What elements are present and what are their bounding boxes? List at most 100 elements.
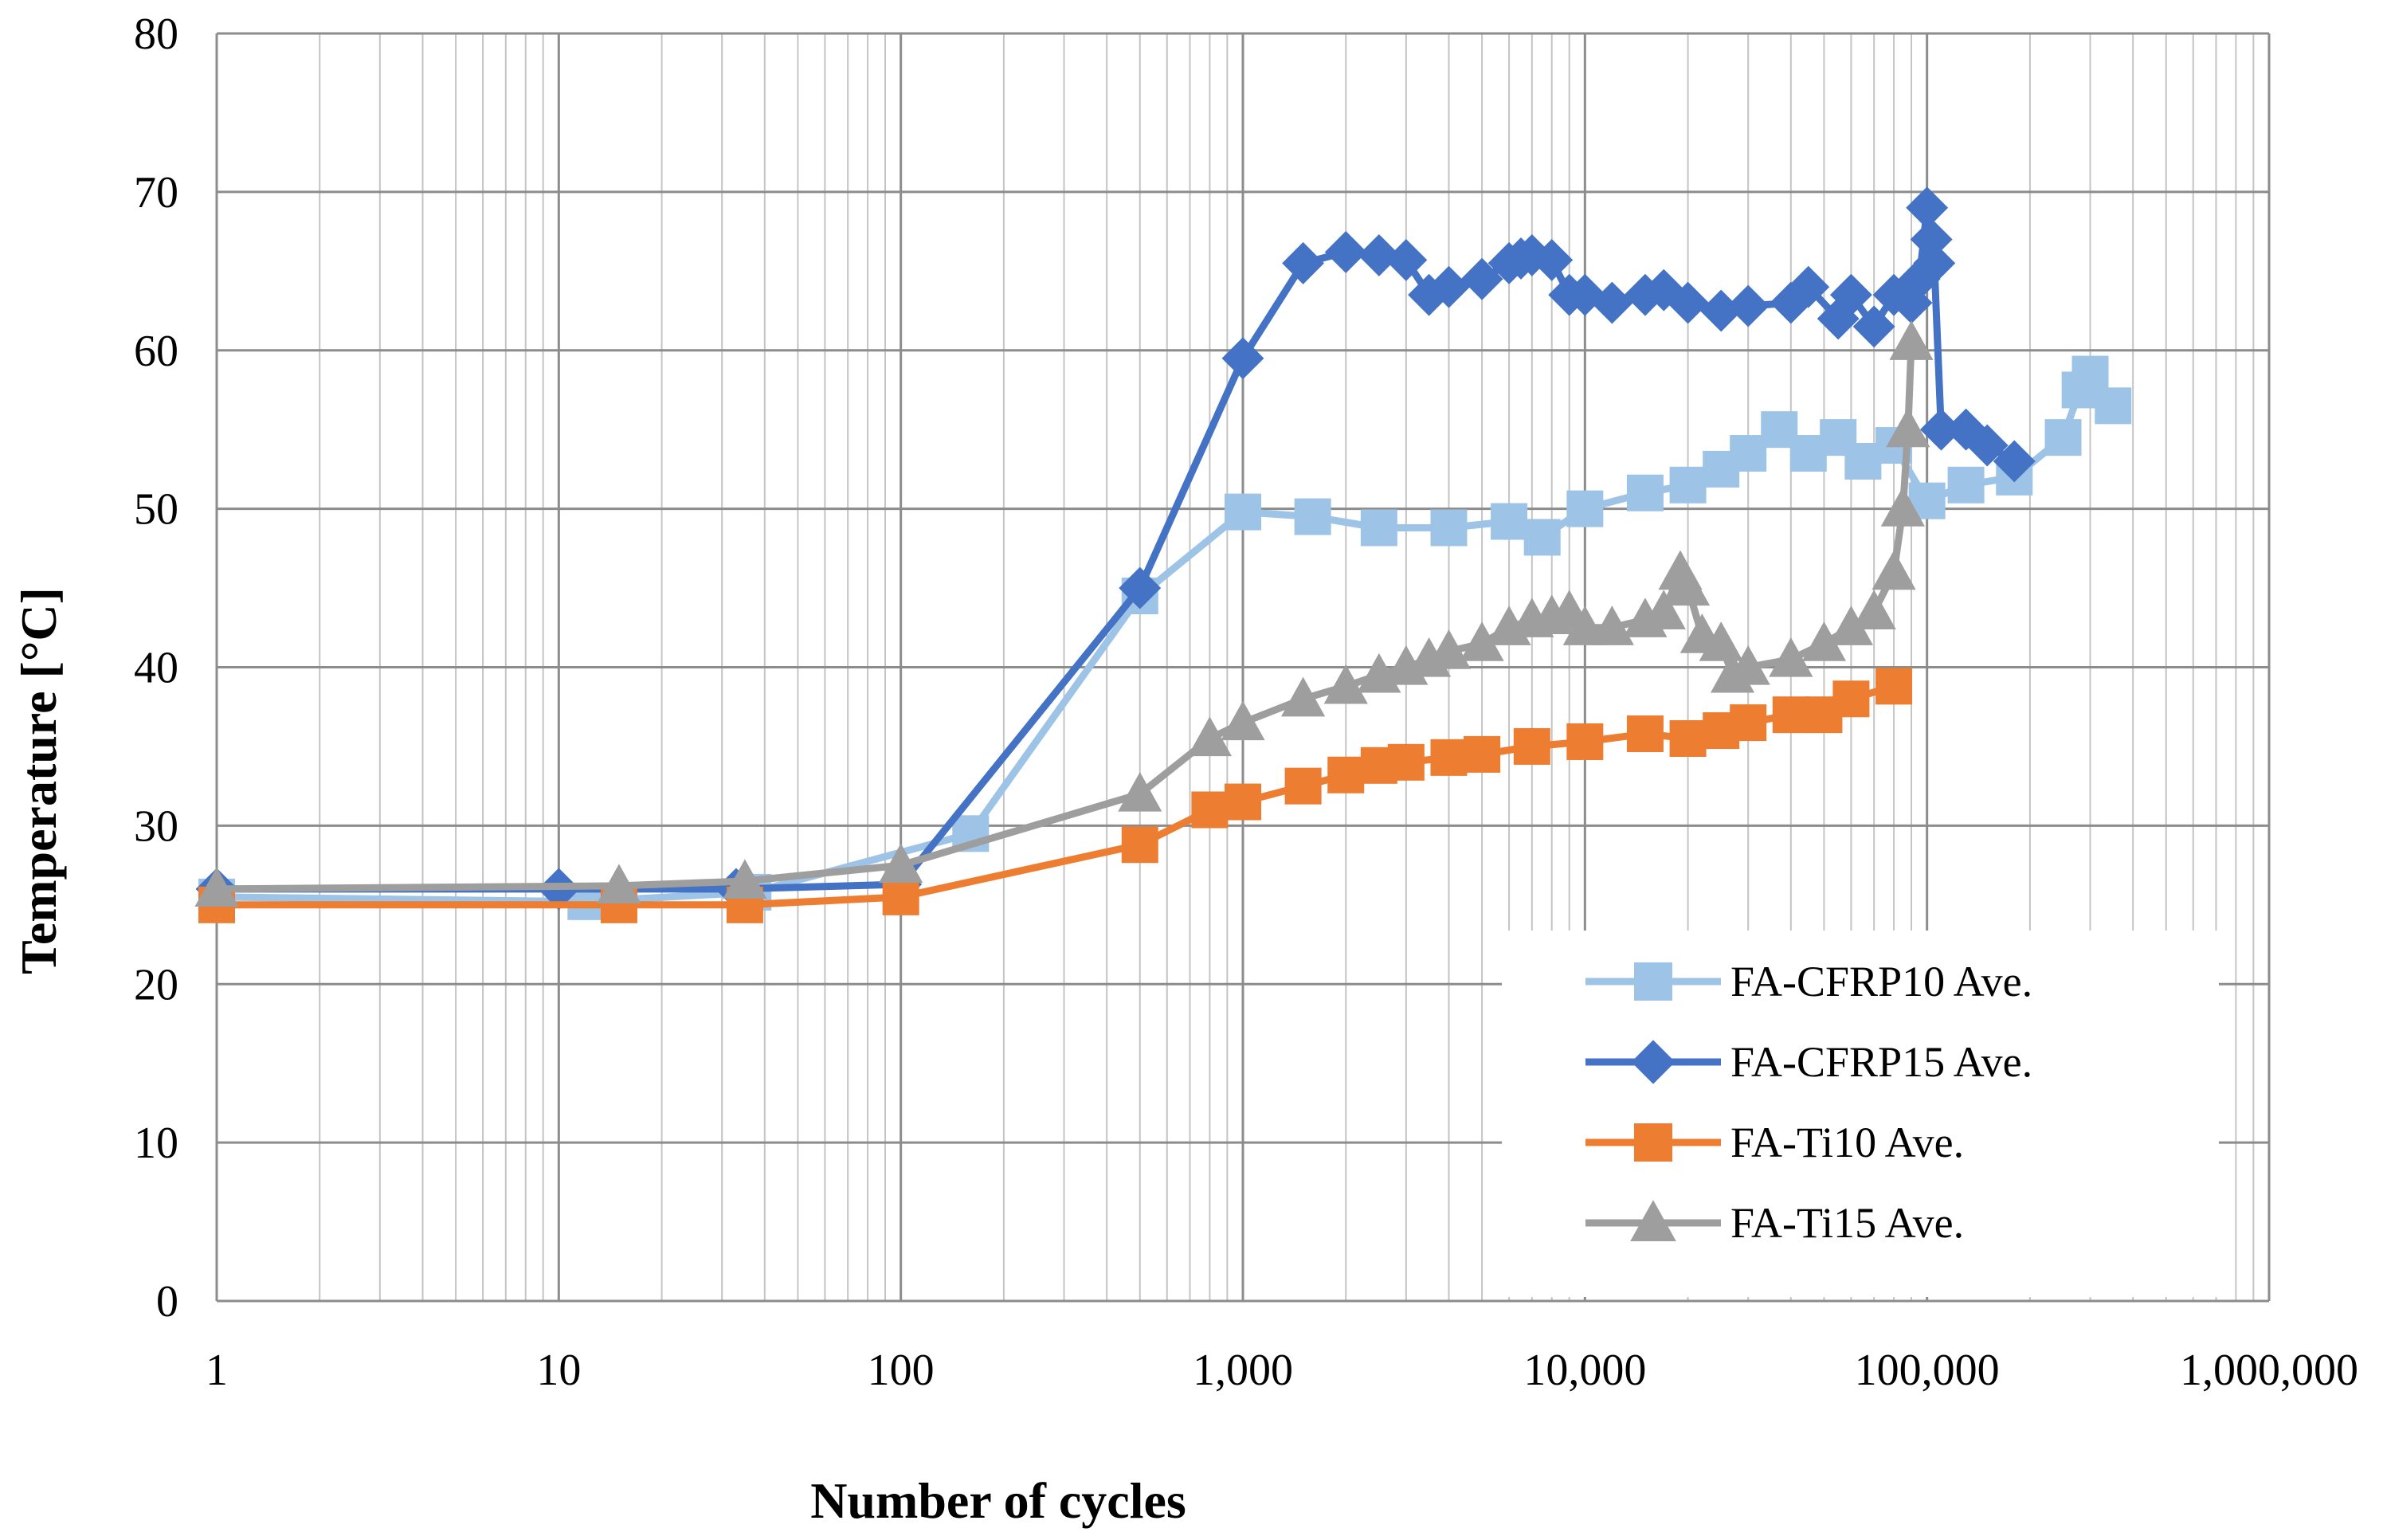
data-point-marker	[1699, 621, 1743, 661]
data-point-marker	[1787, 265, 1830, 308]
y-tick-label: 0	[156, 1277, 178, 1326]
data-point-marker	[1119, 566, 1162, 609]
data-point-marker	[1284, 767, 1322, 805]
data-point-marker	[1121, 826, 1158, 864]
data-point-marker	[1993, 440, 2036, 483]
data-point-marker	[1387, 743, 1425, 781]
data-point-marker	[1327, 756, 1365, 794]
data-point-marker	[1801, 621, 1847, 661]
legend-label: FA-CFRP15 Ave.	[1730, 1038, 2032, 1086]
data-point-marker	[1726, 645, 1770, 685]
data-point-marker	[1464, 735, 1501, 773]
legend-label: FA-Ti15 Ave.	[1730, 1199, 1964, 1247]
series-1	[198, 355, 2132, 920]
data-point-marker	[1769, 637, 1813, 677]
data-point-marker	[1730, 704, 1767, 742]
data-point-marker	[1889, 320, 1934, 360]
data-point-marker	[1906, 186, 1949, 229]
data-point-marker	[2071, 355, 2109, 393]
data-point-marker	[1880, 487, 1925, 527]
x-tick-label: 100	[868, 1346, 935, 1395]
data-point-marker	[1281, 676, 1326, 717]
data-point-marker	[1966, 424, 2009, 467]
data-point-marker	[1669, 719, 1707, 757]
data-point-marker	[1385, 238, 1428, 281]
data-point-marker	[1947, 466, 1985, 504]
data-point-marker	[1631, 1040, 1676, 1084]
y-tick-label: 10	[134, 1119, 178, 1168]
data-point-marker	[1913, 241, 1956, 284]
data-point-marker	[1358, 233, 1401, 276]
data-point-marker	[1225, 493, 1261, 531]
data-point-marker	[723, 859, 767, 899]
data-point-marker	[1665, 566, 1711, 606]
data-point-marker	[1282, 241, 1325, 284]
data-point-marker	[1832, 680, 1870, 718]
data-point-marker	[1523, 519, 1561, 556]
x-tick-label: 100,000	[1855, 1346, 2000, 1395]
data-point-marker	[1589, 605, 1634, 645]
data-point-marker	[1626, 715, 1664, 753]
data-point-marker	[1430, 509, 1468, 547]
data-point-marker	[1852, 590, 1896, 629]
x-tick-label: 1	[206, 1346, 228, 1395]
legend: FA-CFRP10 Ave. FA-CFRP15 Ave. FA-Ti10 Ave.…	[1502, 931, 2219, 1297]
data-point-marker	[1852, 305, 1895, 348]
data-point-marker	[2044, 419, 2082, 457]
series-layer	[194, 186, 2132, 923]
y-tick-label: 40	[134, 644, 178, 693]
y-tick-label: 60	[134, 327, 178, 376]
x-tick-label: 1,000	[1193, 1346, 1293, 1395]
data-point-marker	[1191, 791, 1229, 829]
data-point-marker	[1634, 962, 1672, 1001]
data-point-marker	[1118, 772, 1162, 812]
data-point-marker	[1294, 498, 1331, 535]
data-point-marker	[1726, 284, 1770, 327]
data-point-marker	[1323, 664, 1368, 704]
x-tick-labels: 1 10 100 1,000 10,000 100,000 1,000,000	[206, 1346, 2358, 1395]
y-tick-labels: 0 10 20 30 40 50 60 70 80	[134, 10, 178, 1326]
data-point-marker	[879, 843, 923, 884]
data-point-marker	[1221, 700, 1265, 741]
data-point-marker	[1634, 1123, 1672, 1162]
data-point-marker	[1531, 238, 1574, 281]
data-point-marker	[1460, 621, 1504, 661]
data-point-marker	[597, 864, 641, 904]
y-tick-label: 70	[134, 168, 178, 217]
data-point-marker	[1513, 727, 1550, 765]
data-point-marker	[1324, 230, 1367, 273]
legend-label: FA-CFRP10 Ave.	[1730, 958, 2032, 1005]
data-point-marker	[1772, 696, 1809, 734]
x-axis-title: Number of cycles	[810, 1472, 1186, 1529]
data-point-marker	[1221, 337, 1264, 380]
data-point-marker	[1886, 407, 1930, 448]
legend-label: FA-Ti10 Ave.	[1730, 1119, 1964, 1166]
data-point-marker	[1566, 723, 1604, 760]
data-point-marker	[1360, 509, 1397, 547]
y-tick-label: 20	[134, 960, 178, 1009]
data-point-marker	[1187, 716, 1232, 757]
data-point-marker	[1669, 466, 1707, 504]
data-point-marker	[1829, 273, 1872, 316]
y-axis-title: Temperature [°C]	[10, 587, 67, 974]
data-point-marker	[1626, 474, 1664, 511]
data-point-marker	[1566, 490, 1604, 527]
data-point-marker	[1225, 783, 1261, 821]
data-point-marker	[1426, 629, 1472, 669]
data-point-marker	[1667, 281, 1710, 324]
data-point-marker	[1730, 435, 1767, 472]
data-point-marker	[1890, 281, 1933, 324]
legend-box	[1502, 931, 2219, 1297]
data-point-marker	[1828, 605, 1874, 645]
x-tick-label: 10,000	[1523, 1346, 1646, 1395]
data-point-marker	[1491, 503, 1528, 540]
data-point-marker	[194, 867, 239, 907]
series-4	[194, 320, 1934, 907]
data-point-marker	[882, 878, 919, 915]
data-point-marker	[1872, 550, 1916, 590]
data-point-marker	[1630, 1200, 1676, 1242]
data-point-marker	[1430, 739, 1468, 776]
data-point-marker	[1590, 281, 1633, 324]
y-tick-label: 80	[134, 10, 178, 59]
